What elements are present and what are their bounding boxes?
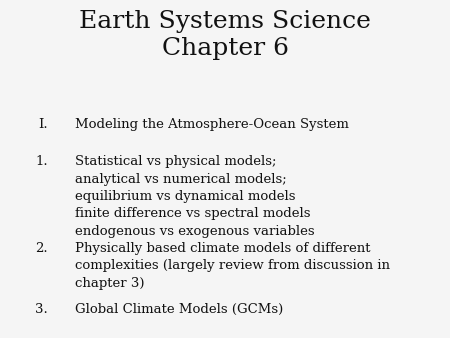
Text: Earth Systems Science
Chapter 6: Earth Systems Science Chapter 6 xyxy=(79,10,371,61)
Text: 1.: 1. xyxy=(36,155,48,168)
Text: Physically based climate models of different
complexities (largely review from d: Physically based climate models of diffe… xyxy=(75,242,390,290)
Text: Statistical vs physical models;
analytical vs numerical models;
equilibrium vs d: Statistical vs physical models; analytic… xyxy=(75,155,315,238)
Text: 2.: 2. xyxy=(36,242,48,255)
Text: 3.: 3. xyxy=(35,303,48,316)
Text: Global Climate Models (GCMs): Global Climate Models (GCMs) xyxy=(75,303,283,316)
Text: Modeling the Atmosphere-Ocean System: Modeling the Atmosphere-Ocean System xyxy=(75,118,349,131)
Text: I.: I. xyxy=(38,118,48,131)
